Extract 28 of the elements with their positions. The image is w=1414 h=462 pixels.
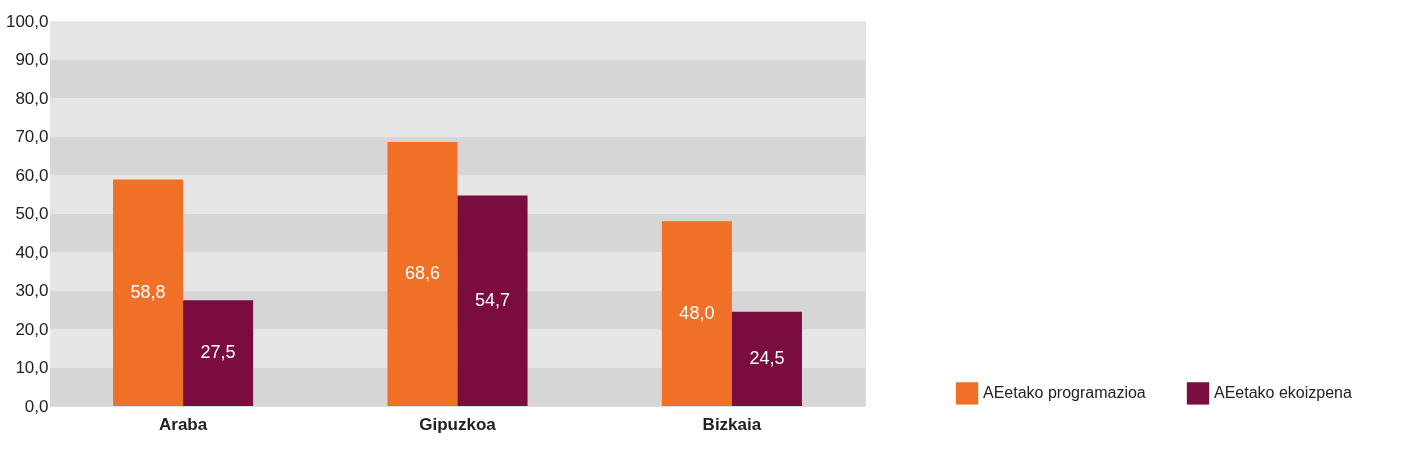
y-tick-label: 90,0 [15, 50, 49, 69]
legend-label: AEetako programazioa [983, 384, 1146, 402]
y-tick-label: 20,0 [15, 319, 49, 339]
data-label: 27,5 [200, 342, 236, 363]
legend-label: AEetako ekoizpena [1214, 384, 1352, 402]
data-label: 48,0 [679, 302, 715, 323]
data-label: 58,8 [130, 281, 166, 302]
data-label: 68,6 [404, 262, 440, 283]
y-tick-label: 100,0 [5, 11, 49, 31]
y-tick-label: 50,0 [15, 204, 49, 223]
y-tick-label: 10,0 [15, 358, 49, 377]
data-label: 24,5 [749, 347, 785, 368]
y-tick-label: 60,0 [15, 165, 49, 185]
bar [183, 300, 254, 406]
y-tick-label: 30,0 [15, 281, 49, 300]
bar [731, 311, 802, 406]
y-tick-label: 40,0 [15, 242, 49, 262]
x-tick-label: Gipuzkoa [419, 414, 497, 434]
y-tick-label: 70,0 [15, 127, 49, 146]
bar [387, 141, 458, 406]
bar [113, 179, 184, 406]
y-tick-label: 80,0 [15, 88, 49, 108]
data-label: 54,7 [475, 289, 511, 310]
bar [457, 195, 528, 406]
y-tick-label: 0,0 [24, 396, 49, 416]
bar [661, 221, 732, 406]
x-tick-label: Araba [159, 414, 208, 434]
x-tick-label: Bizkaia [702, 414, 762, 434]
